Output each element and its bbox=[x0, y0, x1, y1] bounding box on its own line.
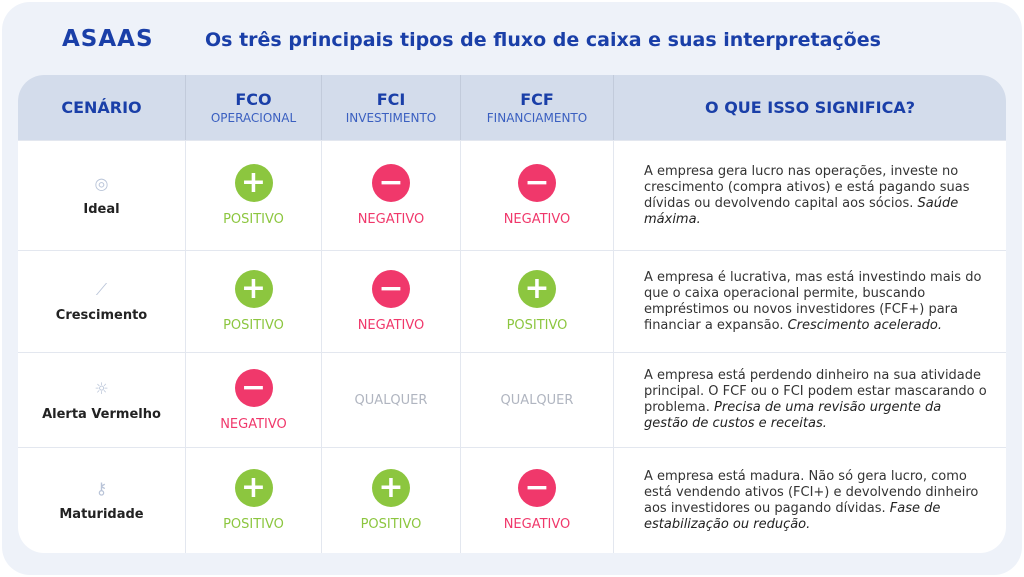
plus-icon: + bbox=[234, 270, 273, 308]
scenario-cell: ◎ Ideal bbox=[18, 141, 186, 250]
table-row: ◎ Ideal + POSITIVO − NEGATIVO − NEGATIVO A e… bbox=[18, 140, 1006, 250]
description: A empresa está madura. Não só gera lucro… bbox=[644, 448, 989, 553]
header-sublabel: OPERACIONAL bbox=[210, 111, 297, 125]
description-text: A empresa é lucrativa, mas está investin… bbox=[644, 269, 982, 333]
header-sublabel: FINANCIAMENTO bbox=[486, 111, 588, 125]
description-emphasis: Crescimento acelerado. bbox=[787, 317, 943, 333]
minus-icon: − bbox=[372, 164, 410, 202]
status-label: NEGATIVO bbox=[503, 517, 571, 532]
status-label: POSITIVO bbox=[223, 517, 284, 532]
table-row: ☼ Alerta Vermelho − NEGATIVO QUALQUER QUA… bbox=[18, 352, 1006, 447]
value-cell: QUALQUER bbox=[322, 353, 461, 447]
header-label: O QUE ISSO SIGNIFICA? bbox=[705, 98, 915, 117]
value-cell: + POSITIVO bbox=[186, 448, 322, 553]
description-text: A empresa está madura. Não só gera lucro… bbox=[644, 468, 979, 516]
status-label: NEGATIVO bbox=[357, 318, 425, 333]
header-o-que-isso-significa-: O QUE ISSO SIGNIFICA? bbox=[614, 75, 1006, 140]
status-label: NEGATIVO bbox=[220, 416, 287, 432]
value-cell: + POSITIVO bbox=[322, 448, 461, 553]
page-title: Os três principais tipos de fluxo de cai… bbox=[205, 29, 881, 51]
value-cell: − NEGATIVO bbox=[461, 141, 614, 250]
table-row: ⟋ Crescimento + POSITIVO − NEGATIVO + POSIT… bbox=[18, 250, 1006, 352]
scenario-label: Maturidade bbox=[59, 507, 144, 522]
status-label: QUALQUER bbox=[500, 392, 574, 408]
plus-icon: + bbox=[518, 270, 556, 308]
description: A empresa é lucrativa, mas está investin… bbox=[644, 251, 989, 352]
description-text: A empresa gera lucro nas operações, inve… bbox=[644, 163, 970, 211]
description-emphasis: Fase de estabilização ou redução. bbox=[644, 500, 941, 532]
status-label: NEGATIVO bbox=[357, 212, 425, 227]
header-label: FCO bbox=[235, 90, 272, 109]
description-emphasis: Precisa de uma revisão urgente da gestão… bbox=[644, 400, 942, 431]
value-cell: − NEGATIVO bbox=[322, 141, 461, 250]
key-icon: ⚷ bbox=[95, 479, 108, 498]
value-cell: + POSITIVO bbox=[461, 251, 614, 352]
table-row: ⚷ Maturidade + POSITIVO + POSITIVO − NEGATI… bbox=[18, 447, 1006, 553]
scenario-cell: ⟋ Crescimento bbox=[18, 251, 186, 352]
status-label: POSITIVO bbox=[223, 212, 284, 227]
plus-icon: + bbox=[234, 164, 273, 202]
status-label: POSITIVO bbox=[360, 517, 422, 532]
header-fcf: FCF FINANCIAMENTO bbox=[461, 75, 614, 140]
description: A empresa gera lucro nas operações, inve… bbox=[644, 141, 989, 250]
header-label: FCI bbox=[376, 90, 406, 109]
description: A empresa está perdendo dinheiro na sua … bbox=[644, 353, 989, 447]
value-cell: − NEGATIVO bbox=[322, 251, 461, 352]
plus-icon: + bbox=[372, 469, 410, 507]
table-header: CENÁRIO FCO OPERACIONAL FCI INVESTIMENTO FCF F… bbox=[18, 75, 1006, 140]
asaas-logo: ASAAS bbox=[62, 26, 154, 52]
plus-icon: + bbox=[234, 469, 273, 507]
scenario-label: Alerta Vermelho bbox=[42, 406, 161, 422]
scenario-label: Ideal bbox=[83, 202, 120, 217]
header-cen-rio: CENÁRIO bbox=[18, 75, 186, 140]
scenario-cell: ☼ Alerta Vermelho bbox=[18, 353, 186, 447]
status-label: QUALQUER bbox=[354, 392, 428, 408]
status-label: NEGATIVO bbox=[503, 212, 571, 227]
minus-icon: − bbox=[234, 368, 273, 407]
chart-line-icon: ⟋ bbox=[95, 280, 108, 299]
lightbulb-icon: ☼ bbox=[94, 378, 109, 398]
value-cell: + POSITIVO bbox=[186, 141, 322, 250]
value-cell: − NEGATIVO bbox=[461, 448, 614, 553]
header-label: CENÁRIO bbox=[61, 98, 142, 117]
status-label: POSITIVO bbox=[506, 318, 568, 333]
status-label: POSITIVO bbox=[223, 318, 284, 333]
header-sublabel: INVESTIMENTO bbox=[345, 111, 437, 125]
target-icon: ◎ bbox=[94, 174, 109, 193]
minus-icon: − bbox=[518, 469, 556, 507]
value-cell: QUALQUER bbox=[461, 353, 614, 447]
header-fco: FCO OPERACIONAL bbox=[186, 75, 322, 140]
description-text: A empresa está perdendo dinheiro na sua … bbox=[644, 368, 987, 415]
cash-flow-table: CENÁRIO FCO OPERACIONAL FCI INVESTIMENTO FCF F… bbox=[18, 75, 1006, 553]
minus-icon: − bbox=[372, 270, 410, 308]
scenario-label: Crescimento bbox=[55, 308, 148, 323]
header-fci: FCI INVESTIMENTO bbox=[322, 75, 461, 140]
value-cell: + POSITIVO bbox=[186, 251, 322, 352]
scenario-cell: ⚷ Maturidade bbox=[18, 448, 186, 553]
minus-icon: − bbox=[518, 164, 556, 202]
value-cell: − NEGATIVO bbox=[186, 353, 322, 447]
description-emphasis: Saúde máxima. bbox=[644, 195, 959, 227]
header-label: FCF bbox=[520, 90, 554, 109]
